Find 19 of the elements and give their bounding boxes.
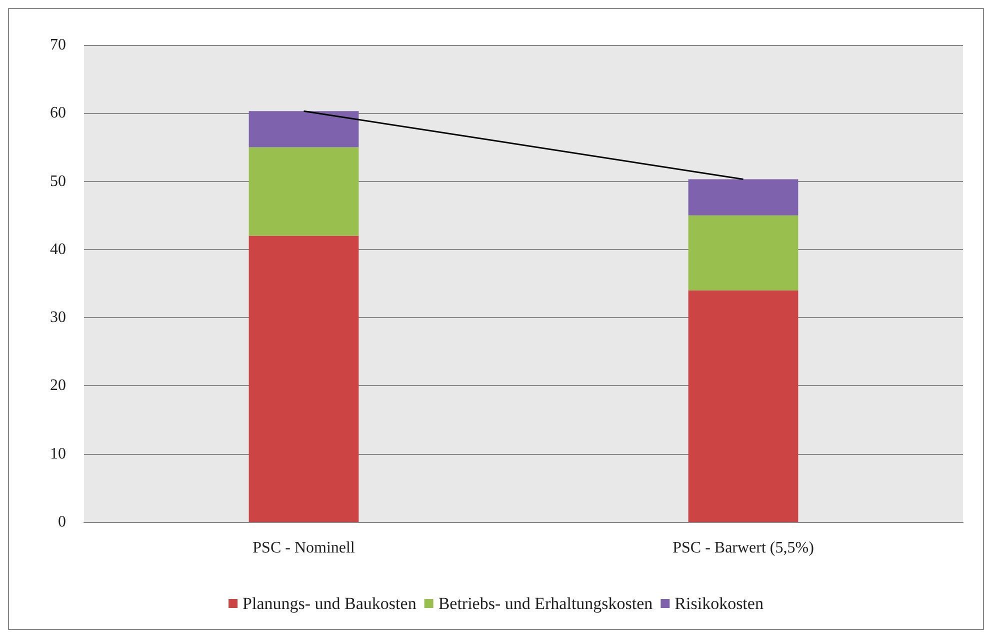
y-tick-label: 30 xyxy=(50,309,66,326)
y-tick-label: 50 xyxy=(50,172,66,190)
x-tick-label: PSC - Nominell xyxy=(252,540,356,556)
y-tick-label: 20 xyxy=(50,377,66,394)
bar xyxy=(248,236,359,522)
legend-label: Planungs- und Baukosten xyxy=(242,594,417,613)
bar xyxy=(688,179,798,216)
y-tick-label: 10 xyxy=(50,445,66,462)
y-tick-label: 70 xyxy=(50,36,66,54)
x-tick-label: PSC - Barwert (5,5%) xyxy=(672,540,814,556)
y-tick-label: 40 xyxy=(50,240,66,258)
bar xyxy=(248,111,359,148)
legend-label: Betriebs- und Erhaltungskosten xyxy=(438,594,654,613)
bar xyxy=(688,215,798,290)
legend-label: Risikokosten xyxy=(674,594,764,613)
bar xyxy=(248,147,359,236)
bar xyxy=(688,290,798,522)
y-tick-label: 0 xyxy=(58,514,66,530)
y-tick-label: 60 xyxy=(50,104,66,122)
